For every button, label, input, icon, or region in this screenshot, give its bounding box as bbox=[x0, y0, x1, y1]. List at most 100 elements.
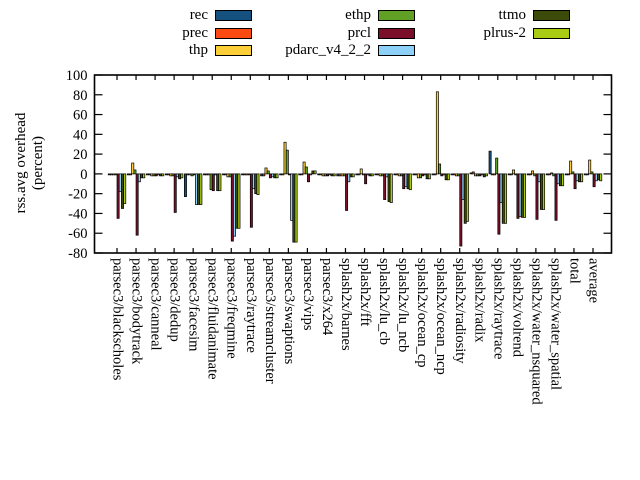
bar bbox=[588, 159, 592, 175]
bar bbox=[531, 170, 535, 175]
legend-swatch-pdarc_v4_2_2 bbox=[378, 45, 415, 56]
bar bbox=[550, 172, 554, 175]
bar bbox=[211, 173, 215, 192]
x-category-label: splash2x/fft bbox=[357, 258, 373, 326]
x-category-label: splash2x/water_spatial bbox=[547, 258, 563, 390]
bar bbox=[294, 173, 298, 243]
x-category-label: parsec3/raytrace bbox=[243, 258, 259, 353]
bar bbox=[561, 173, 565, 187]
bar bbox=[357, 173, 361, 176]
bar bbox=[590, 171, 594, 175]
x-category-label: parsec3/vips bbox=[300, 258, 316, 331]
bar bbox=[129, 173, 132, 176]
x-category-label: total bbox=[566, 258, 582, 284]
bar bbox=[184, 173, 187, 197]
legend-swatch-thp bbox=[215, 45, 252, 56]
bar bbox=[131, 162, 135, 175]
bar bbox=[332, 173, 336, 177]
x-category-label: splash2x/radiosity bbox=[452, 258, 468, 364]
x-category-label: splash2x/volrend bbox=[509, 258, 525, 358]
bar bbox=[535, 173, 539, 220]
legend-label-prec: prec bbox=[182, 24, 208, 41]
y-tick-label: 20 bbox=[73, 147, 88, 163]
y-tick-label: -40 bbox=[68, 206, 87, 222]
bar bbox=[488, 150, 492, 175]
legend-swatch-ethp bbox=[378, 10, 415, 21]
bar bbox=[313, 170, 317, 175]
bar bbox=[580, 173, 584, 183]
bar bbox=[309, 173, 313, 176]
bar bbox=[383, 173, 387, 200]
bar bbox=[199, 173, 203, 205]
bar bbox=[256, 173, 260, 196]
x-category-label: average bbox=[586, 258, 602, 303]
bar bbox=[523, 173, 526, 218]
x-category-label: splash2x/barnes bbox=[338, 258, 354, 351]
bar bbox=[465, 173, 469, 222]
bar bbox=[123, 173, 127, 204]
bar bbox=[218, 173, 222, 192]
legend-label-thp: thp bbox=[188, 42, 208, 58]
x-category-label: splash2x/ocean_cp bbox=[414, 258, 430, 368]
bar bbox=[471, 171, 475, 175]
bar bbox=[554, 173, 558, 221]
bar bbox=[485, 173, 488, 177]
bar bbox=[573, 173, 577, 190]
x-category-label: splash2x/lu_ncb bbox=[395, 258, 411, 352]
bar bbox=[389, 173, 393, 203]
bar bbox=[495, 157, 499, 175]
legend-swatch-ttmo bbox=[533, 10, 570, 21]
bar bbox=[509, 173, 513, 176]
bar bbox=[493, 173, 496, 176]
bar bbox=[569, 160, 573, 175]
bar bbox=[307, 173, 310, 183]
bar bbox=[266, 170, 270, 175]
bar bbox=[133, 169, 137, 175]
bar bbox=[116, 173, 120, 219]
y-tick-label: 0 bbox=[80, 167, 87, 183]
bar bbox=[300, 173, 304, 176]
bar bbox=[304, 166, 308, 175]
bar bbox=[351, 173, 355, 178]
bar bbox=[262, 173, 266, 177]
legend-swatch-plrus-2 bbox=[533, 27, 570, 39]
bar bbox=[542, 173, 546, 210]
x-category-label: parsec3/streamcluster bbox=[262, 258, 278, 384]
y-tick-label: -80 bbox=[68, 246, 87, 262]
bar bbox=[364, 173, 368, 185]
legend-swatch-prcl bbox=[378, 27, 415, 39]
x-category-label: parsec3/fluidanimate bbox=[205, 258, 221, 380]
x-category-label: parsec3/blackscholes bbox=[110, 258, 126, 381]
x-category-label: splash2x/water_nsquared bbox=[528, 258, 544, 405]
y-tick-label: 40 bbox=[73, 127, 88, 143]
bar bbox=[347, 173, 351, 183]
x-category-label: parsec3/swaptions bbox=[281, 258, 297, 365]
bar bbox=[408, 173, 412, 191]
bar bbox=[497, 173, 501, 235]
bar bbox=[135, 173, 139, 236]
legend-label-plrus-2: plrus-2 bbox=[483, 24, 527, 41]
x-category-label: parsec3/dedup bbox=[167, 258, 183, 342]
x-category-label: parsec3/facesim bbox=[186, 258, 202, 352]
bar bbox=[281, 173, 285, 176]
x-category-label: splash2x/lu_cb bbox=[376, 258, 392, 345]
bar bbox=[435, 91, 439, 175]
x-category-label: splash2x/radix bbox=[471, 258, 487, 343]
bar bbox=[345, 173, 349, 211]
bar bbox=[370, 173, 374, 177]
bar bbox=[237, 173, 241, 229]
bar bbox=[275, 173, 279, 179]
bar bbox=[512, 169, 515, 175]
x-category-label: splash2x/ocean_ncp bbox=[433, 258, 449, 375]
bar bbox=[571, 171, 575, 175]
bar bbox=[504, 173, 507, 224]
bar bbox=[142, 173, 146, 179]
legend-label-ethp: ethp bbox=[345, 7, 371, 23]
bar bbox=[249, 173, 253, 228]
x-category-label: splash2x/raytrace bbox=[490, 258, 506, 359]
x-category-label: parsec3/canneal bbox=[148, 258, 164, 351]
bar bbox=[586, 173, 589, 176]
bar bbox=[433, 173, 437, 176]
x-category-label: parsec3/freqmine bbox=[224, 258, 240, 359]
